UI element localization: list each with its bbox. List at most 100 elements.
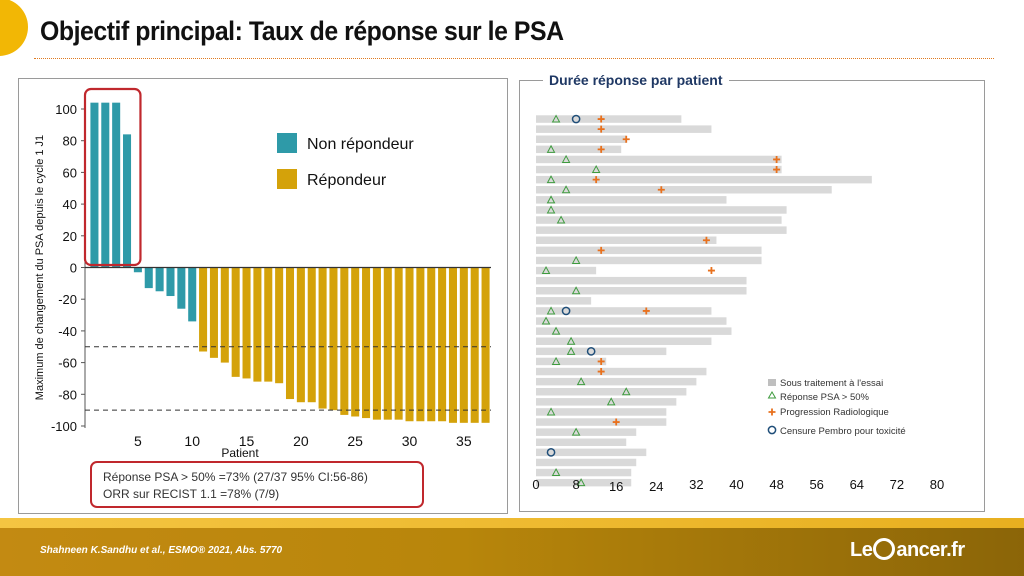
progression-marker — [597, 125, 605, 133]
duration-bar — [536, 145, 622, 154]
x-tick-label: 8 — [572, 477, 579, 492]
x-tick-label: 80 — [930, 477, 944, 492]
waterfall-chart: 100 80 60 40 20 0 -20 -40 -60 -80 -100 Maximum de c… — [34, 87, 491, 508]
x-tick-label: 35 — [456, 433, 472, 449]
psa-response-marker — [566, 336, 576, 345]
legend-label-responder: Répondeur — [307, 172, 387, 189]
waterfall-bar — [264, 267, 273, 382]
duration-bar — [536, 155, 782, 164]
psa-response-marker — [546, 407, 556, 416]
psa-response-marker — [546, 144, 556, 153]
waterfall-bar — [470, 267, 479, 423]
waterfall-bar — [362, 267, 371, 419]
duration-bar — [536, 337, 712, 345]
legend-label-treatment: Sous traitement à l'essai — [780, 378, 883, 389]
waterfall-bar — [177, 267, 186, 309]
waterfall-bar — [448, 267, 457, 423]
duration-bar — [536, 468, 632, 477]
duration-bar — [536, 196, 727, 204]
waterfall-bar — [155, 267, 164, 292]
y-tick-label: 80 — [63, 134, 77, 149]
psa-response-marker — [546, 175, 556, 184]
footer-band — [0, 528, 1024, 576]
duration-chart: 0 8 16 24 32 40 48 56 64 72 80 Sous traitement à l'… — [532, 114, 944, 494]
duration-bar — [536, 175, 872, 184]
psa-response-marker — [561, 185, 571, 194]
duration-bar — [536, 115, 682, 123]
duration-bar — [536, 408, 667, 416]
waterfall-bar — [416, 267, 425, 422]
waterfall-bar — [209, 267, 218, 358]
x-tick-label: 56 — [809, 477, 823, 492]
psa-response-marker — [561, 154, 571, 163]
citation: Shahneen K.Sandhu et al., ESMO® 2021, Ab… — [40, 545, 283, 556]
censure-marker — [561, 306, 571, 316]
waterfall-bar — [351, 267, 360, 417]
psa-response-marker — [566, 346, 576, 355]
psa-response-marker — [576, 377, 586, 386]
site-logo[interactable]: Le ancer.fr — [850, 538, 965, 562]
waterfall-bar — [188, 267, 197, 322]
waterfall-bar — [285, 267, 295, 400]
psa-response-marker — [571, 255, 581, 264]
progression-marker — [707, 267, 715, 275]
waterfall-bar — [340, 267, 349, 415]
x-tick-label: 25 — [347, 433, 363, 449]
progression-marker — [642, 307, 650, 315]
x-tick-label: 10 — [184, 433, 200, 449]
legend-marker-psa — [767, 391, 777, 399]
duration-bar — [536, 236, 717, 244]
progression-marker — [773, 155, 781, 163]
duration-bar — [536, 246, 762, 255]
psa-response-marker — [551, 467, 561, 477]
legend-label-non-responder: Non répondeur — [307, 136, 414, 153]
psa-response-marker — [546, 306, 556, 315]
duration-bar — [536, 357, 607, 366]
highlight-box — [83, 87, 142, 267]
y-tick-label: 40 — [63, 197, 77, 212]
waterfall-bar — [296, 267, 305, 403]
duration-bar — [536, 165, 782, 174]
censure-marker — [546, 448, 556, 457]
logo-text-left: Le — [850, 539, 873, 561]
waterfall-bar — [318, 267, 327, 409]
x-tick-label: 16 — [609, 479, 623, 494]
x-tick-label: 72 — [890, 477, 904, 492]
legend-label-progression: Progression Radiologique — [780, 407, 889, 418]
legend-marker-censure — [767, 425, 777, 435]
psa-response-marker — [541, 316, 551, 325]
censure-marker — [586, 347, 596, 356]
waterfall-bar — [253, 267, 262, 382]
x-tick-label: 40 — [729, 477, 743, 492]
psa-response-marker — [551, 356, 561, 365]
psa-response-marker — [541, 265, 551, 275]
duration-bar — [536, 438, 627, 446]
psa-response-marker — [551, 114, 561, 123]
waterfall-bar — [307, 267, 316, 403]
waterfall-bar — [199, 267, 208, 352]
progression-marker — [597, 246, 605, 254]
psa-response-marker — [546, 205, 556, 214]
duration-bar — [536, 186, 832, 194]
psa-response-marker — [606, 397, 616, 406]
legend-swatch-responder — [277, 169, 297, 189]
waterfall-bar — [383, 267, 392, 420]
progression-marker — [597, 357, 605, 365]
y-tick-label: -40 — [58, 324, 77, 339]
progression-marker — [657, 186, 665, 194]
duration-bar — [536, 276, 747, 285]
duration-bar — [536, 377, 697, 386]
logo-text-right: ancer.fr — [896, 539, 965, 561]
psa-response-marker — [551, 326, 561, 335]
waterfall-bar — [438, 267, 447, 422]
x-tick-label: 15 — [239, 433, 255, 449]
duration-bar — [536, 367, 707, 376]
legend-swatch-treatment — [768, 379, 776, 386]
duration-bar — [536, 125, 712, 133]
x-tick-label: 0 — [532, 477, 539, 492]
waterfall-bar — [275, 267, 284, 384]
waterfall-panel: 100 80 60 40 20 0 -20 -40 -60 -80 -100 Maximum de c… — [18, 78, 508, 514]
y-tick-label: -20 — [58, 292, 77, 307]
x-tick-label: 64 — [850, 477, 864, 492]
page-title: Objectif principal: Taux de réponse sur … — [40, 16, 564, 46]
